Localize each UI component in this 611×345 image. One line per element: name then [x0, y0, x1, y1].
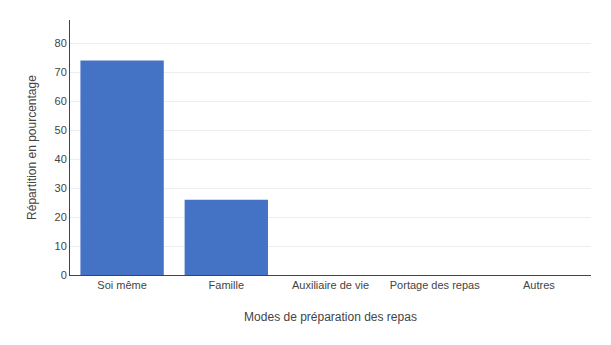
svg-text:10: 10 [55, 240, 67, 252]
svg-text:80: 80 [55, 37, 67, 49]
svg-text:Famille: Famille [209, 279, 244, 291]
svg-text:Répartition en pourcentage: Répartition en pourcentage [25, 75, 39, 220]
svg-text:40: 40 [55, 153, 67, 165]
svg-text:Soi même: Soi même [97, 279, 147, 291]
svg-text:Portage des repas: Portage des repas [390, 279, 480, 291]
svg-text:0: 0 [61, 269, 67, 281]
svg-text:20: 20 [55, 211, 67, 223]
svg-text:Modes de préparation des repas: Modes de préparation des repas [244, 310, 417, 324]
svg-text:50: 50 [55, 124, 67, 136]
svg-text:60: 60 [55, 95, 67, 107]
svg-text:30: 30 [55, 182, 67, 194]
svg-text:70: 70 [55, 66, 67, 78]
svg-text:Auxiliaire de vie: Auxiliaire de vie [292, 279, 369, 291]
svg-text:Autres: Autres [523, 279, 555, 291]
